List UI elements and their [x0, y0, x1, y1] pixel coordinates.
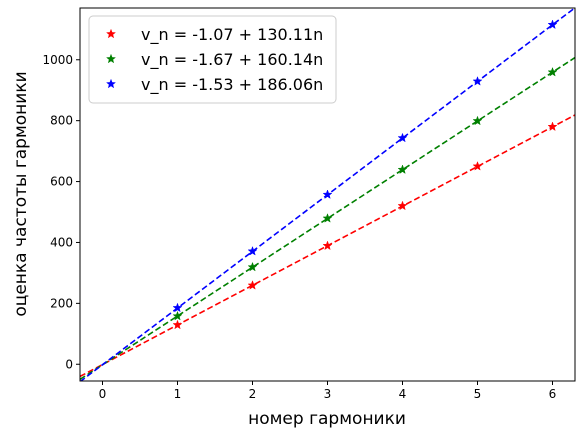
y-tick-label: 600: [50, 175, 73, 189]
legend-label: v_n = -1.07 + 130.11n: [141, 25, 323, 45]
data-point: [323, 241, 332, 249]
x-tick-label: 6: [549, 387, 557, 401]
legend-label: v_n = -1.67 + 160.14n: [141, 50, 323, 70]
x-tick-label: 5: [474, 387, 482, 401]
legend: v_n = -1.07 + 130.11n v_n = -1.67 + 160.1…: [89, 16, 336, 103]
y-tick-label: 200: [50, 296, 73, 310]
x-axis-ticks: 0 1 2 3 4 5 6: [99, 381, 557, 401]
x-tick-label: 1: [174, 387, 182, 401]
x-tick-label: 2: [249, 387, 257, 401]
x-tick-label: 0: [99, 387, 107, 401]
x-tick-label: 4: [399, 387, 407, 401]
x-tick-label: 3: [324, 387, 332, 401]
x-axis-label: номер гармоники: [248, 409, 406, 429]
y-tick-label: 800: [50, 114, 73, 128]
y-axis-ticks: 0 200 400 600 800 1000: [42, 53, 80, 371]
y-axis-label: оценка частоты гармоники: [11, 71, 31, 316]
data-point: [548, 122, 557, 130]
legend-label: v_n = -1.53 + 186.06n: [141, 75, 323, 95]
data-point: [473, 77, 482, 85]
y-tick-label: 400: [50, 235, 73, 249]
y-tick-label: 1000: [42, 53, 73, 67]
y-tick-label: 0: [65, 357, 73, 371]
data-point: [173, 320, 182, 328]
